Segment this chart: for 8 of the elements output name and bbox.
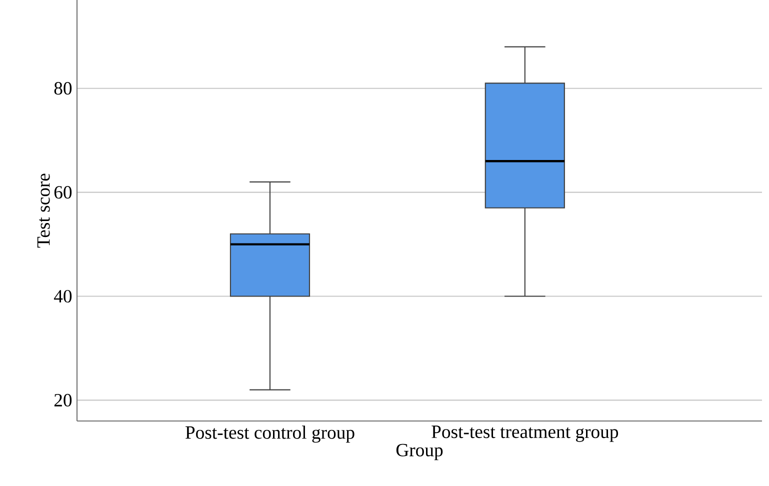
y-tick-label: 20 bbox=[54, 394, 72, 406]
y-tick-label: 40 bbox=[54, 290, 72, 303]
x-tick-label: Post-test treatment group bbox=[432, 426, 618, 442]
y-tick-label: 80 bbox=[54, 82, 72, 95]
y-axis-title: Test score bbox=[37, 174, 50, 248]
x-tick-label: Post-test control group bbox=[186, 426, 354, 443]
x-axis-title: Group bbox=[396, 444, 443, 460]
y-tick-label: 60 bbox=[54, 186, 72, 199]
